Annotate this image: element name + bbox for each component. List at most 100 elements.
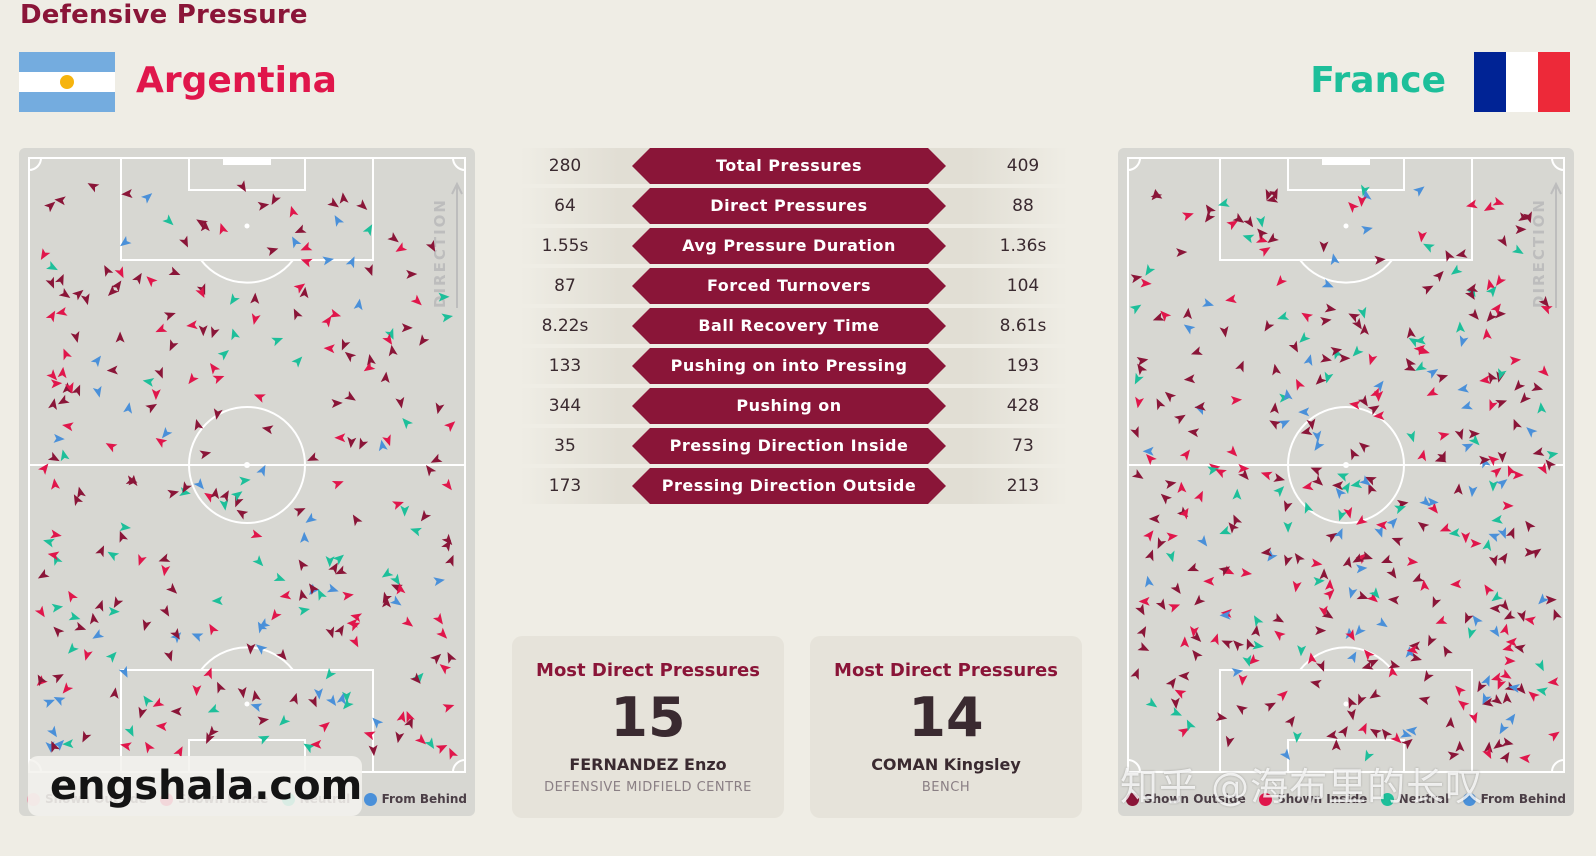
pressure-marker [1314, 439, 1325, 451]
pressure-marker [1260, 471, 1273, 481]
pressure-marker [111, 280, 122, 293]
pressure-marker [1538, 593, 1550, 605]
pressure-marker [1488, 455, 1500, 467]
pressure-marker [1406, 326, 1416, 339]
pressure-marker [257, 716, 270, 726]
pressure-marker [1182, 307, 1192, 320]
pressure-marker [1455, 249, 1468, 258]
stat-row: 280 Total Pressures 409 [520, 148, 1068, 184]
card-player-position: BENCH [921, 780, 971, 795]
pressure-marker [266, 247, 279, 256]
pressure-marker [1277, 311, 1290, 320]
pressure-marker [155, 323, 168, 333]
pressure-marker [246, 643, 256, 655]
pressure-marker [1156, 398, 1166, 411]
pressure-marker [1514, 379, 1526, 391]
pressure-marker [348, 622, 361, 632]
pressure-marker [344, 351, 357, 363]
pressure-marker [410, 527, 422, 537]
pressure-marker [1298, 407, 1310, 417]
pressure-marker [1230, 395, 1243, 405]
pressure-marker [1242, 234, 1255, 244]
stat-row: 35 Pressing Direction Inside 73 [520, 428, 1068, 464]
pressure-marker [1491, 591, 1503, 602]
pressure-marker [1352, 553, 1365, 563]
pressure-marker [1192, 649, 1203, 662]
pressure-marker [439, 664, 452, 675]
pressure-marker [414, 733, 427, 745]
pressure-marker [1498, 368, 1507, 380]
pressure-marker [395, 731, 405, 744]
pressure-marker [62, 382, 72, 394]
pressure-marker [1502, 692, 1512, 704]
pressure-marker [368, 744, 378, 757]
pressure-marker [1497, 552, 1508, 565]
pressure-marker [1160, 310, 1172, 322]
pressure-marker [38, 463, 49, 475]
pressure-marker [382, 333, 393, 345]
pressure-marker [1448, 528, 1461, 538]
pressure-marker [158, 553, 171, 562]
pressure-marker [1524, 616, 1536, 626]
pressure-marker [1130, 426, 1139, 438]
pressure-marker [292, 236, 302, 249]
pressure-marker [410, 294, 422, 306]
pressure-marker [273, 572, 286, 582]
pressure-marker [1461, 443, 1474, 453]
pressure-marker [1400, 728, 1412, 738]
pressure-marker [212, 375, 225, 385]
pressure-marker [219, 490, 229, 502]
pressure-marker [345, 256, 355, 269]
pressure-marker [1373, 411, 1385, 421]
legend-label: From Behind [381, 792, 467, 806]
pressure-marker [1524, 547, 1536, 557]
pressure-marker [1168, 604, 1181, 613]
pressure-marker [1503, 610, 1516, 620]
pressure-marker [1356, 590, 1369, 600]
pressure-marker [1418, 345, 1430, 355]
pressure-marker [1204, 210, 1216, 223]
pressure-marker [1417, 449, 1427, 462]
corner-arc [1551, 759, 1565, 773]
pressure-marker [1267, 232, 1279, 244]
pressure-marker [1235, 360, 1244, 373]
pressure-marker [1423, 243, 1435, 253]
card-title: Most Direct Pressures [834, 660, 1058, 681]
top-goal-area [188, 157, 306, 191]
pressure-marker [161, 426, 173, 439]
pressure-marker [1465, 288, 1475, 300]
pressure-marker [1310, 467, 1323, 476]
pressure-marker [1348, 313, 1361, 323]
france-pressure-pitch: DIRECTION Shown Outside Shown Inside Neu… [1118, 148, 1574, 816]
pressure-marker [1232, 212, 1245, 223]
pressure-marker [1488, 554, 1498, 567]
pressure-marker [1284, 716, 1295, 728]
stat-value-france: 428 [1006, 396, 1040, 416]
pressure-marker [1418, 696, 1431, 706]
pressure-marker [341, 338, 351, 351]
pressure-marker [1350, 479, 1363, 489]
pressure-marker [68, 611, 81, 621]
pressure-marker [166, 582, 178, 594]
pressure-marker [367, 354, 376, 366]
pressure-marker [1381, 728, 1393, 741]
pressure-marker [1374, 255, 1386, 265]
stat-row: 87 Forced Turnovers 104 [520, 268, 1068, 304]
pressure-marker [1374, 525, 1383, 538]
pressure-marker [40, 248, 51, 260]
pressure-marker [1376, 617, 1388, 628]
pressure-marker [43, 538, 55, 548]
pressure-marker [1146, 454, 1157, 466]
pressure-marker [1357, 394, 1368, 407]
pressure-marker [420, 509, 432, 522]
pressure-marker [62, 739, 74, 749]
pitch-map-argentina: DIRECTION [28, 157, 466, 773]
pressure-marker [1406, 556, 1419, 566]
pressure-marker [1445, 250, 1455, 262]
pressure-marker [46, 260, 58, 271]
pressure-marker [1187, 428, 1200, 438]
pressure-marker [363, 361, 376, 372]
pressure-marker [1497, 677, 1507, 690]
pressure-marker [1367, 405, 1380, 416]
pressure-marker [1145, 697, 1158, 708]
